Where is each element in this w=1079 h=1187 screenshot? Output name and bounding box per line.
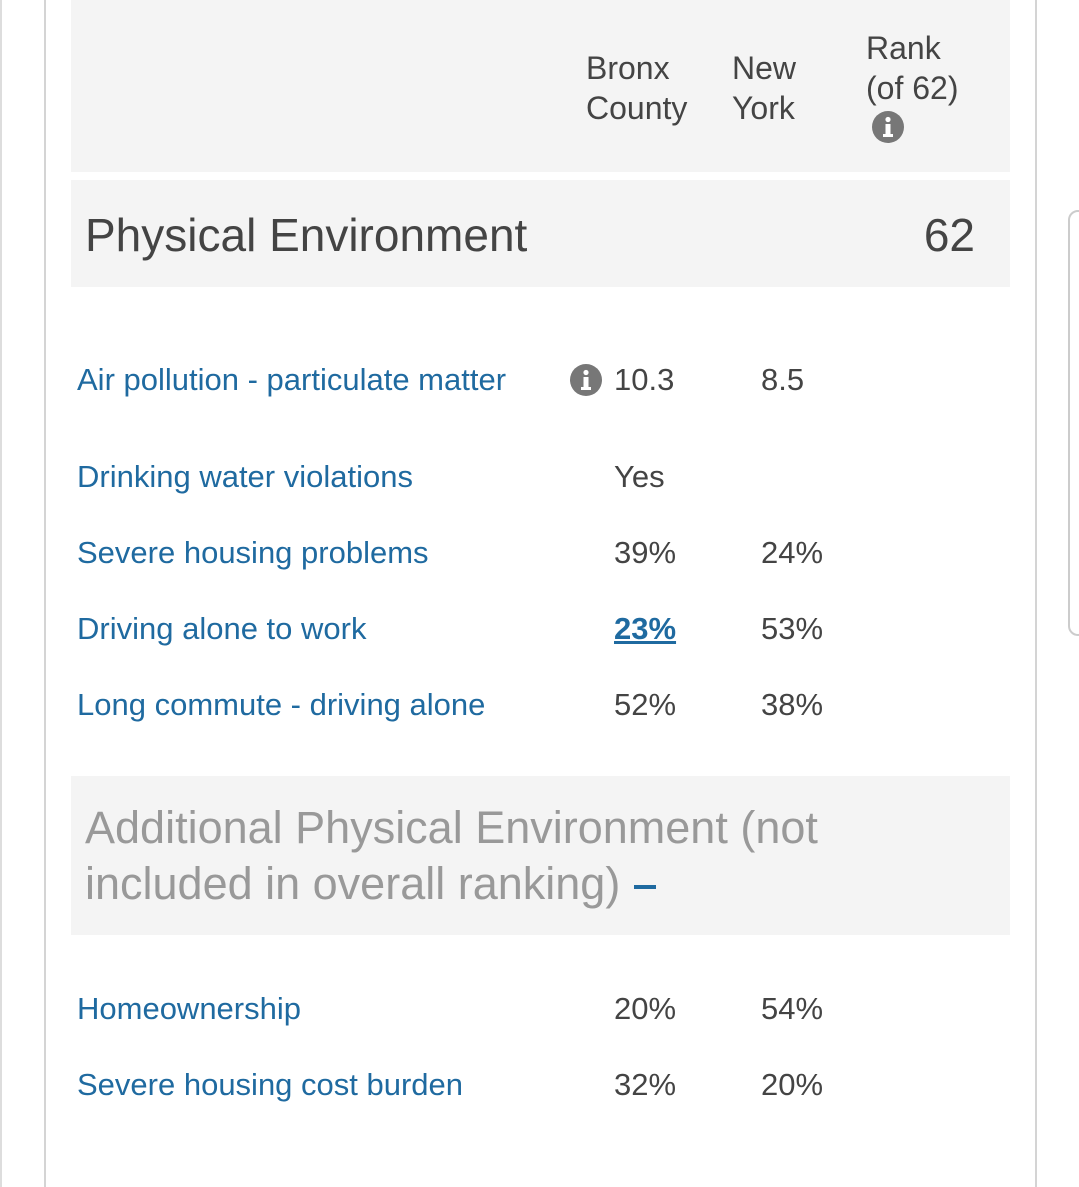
county-value: 52% <box>614 687 677 722</box>
column-header: Rank (of 62) <box>866 30 959 106</box>
row-label[interactable]: Homeownership <box>77 991 301 1026</box>
row-label[interactable]: Severe housing problems <box>77 535 429 570</box>
page-edge <box>0 0 2 1187</box>
county-value: 23% <box>614 611 677 646</box>
row-label[interactable]: Long commute - driving alone <box>77 687 486 722</box>
state-value: 54% <box>761 991 824 1026</box>
additional-header[interactable] <box>71 776 1010 935</box>
section-rank: 62 <box>923 209 975 261</box>
row-label[interactable]: Air pollution - particulate matter <box>77 362 507 397</box>
state-value: 8.5 <box>761 362 805 397</box>
info-icon[interactable] <box>872 111 904 143</box>
column-header: Bronx County <box>586 50 688 126</box>
state-value: 20% <box>761 1067 824 1102</box>
info-icon[interactable] <box>570 364 602 396</box>
county-value: Yes <box>614 459 665 494</box>
row-label[interactable]: Severe housing cost burden <box>77 1067 464 1102</box>
column-header: New York <box>732 50 797 126</box>
county-value: 10.3 <box>614 362 675 397</box>
table-header <box>71 0 1010 172</box>
county-value: 39% <box>614 535 677 570</box>
state-value: 38% <box>761 687 824 722</box>
additional-title[interactable]: Additional Physical Environment (not inc… <box>85 800 905 912</box>
row-label[interactable]: Driving alone to work <box>77 611 367 646</box>
scroll-handle <box>1068 210 1079 636</box>
collapse-toggle[interactable] <box>634 885 657 890</box>
state-value: 53% <box>761 611 824 646</box>
additional-title-text: Additional Physical Environment (not inc… <box>85 802 818 909</box>
state-value: 24% <box>761 535 824 570</box>
row-label[interactable]: Drinking water violations <box>77 459 413 494</box>
section-title: Physical Environment <box>85 209 528 261</box>
county-value: 20% <box>614 991 677 1026</box>
county-value: 32% <box>614 1067 677 1102</box>
card <box>44 0 1037 1187</box>
section-header <box>71 180 1010 287</box>
